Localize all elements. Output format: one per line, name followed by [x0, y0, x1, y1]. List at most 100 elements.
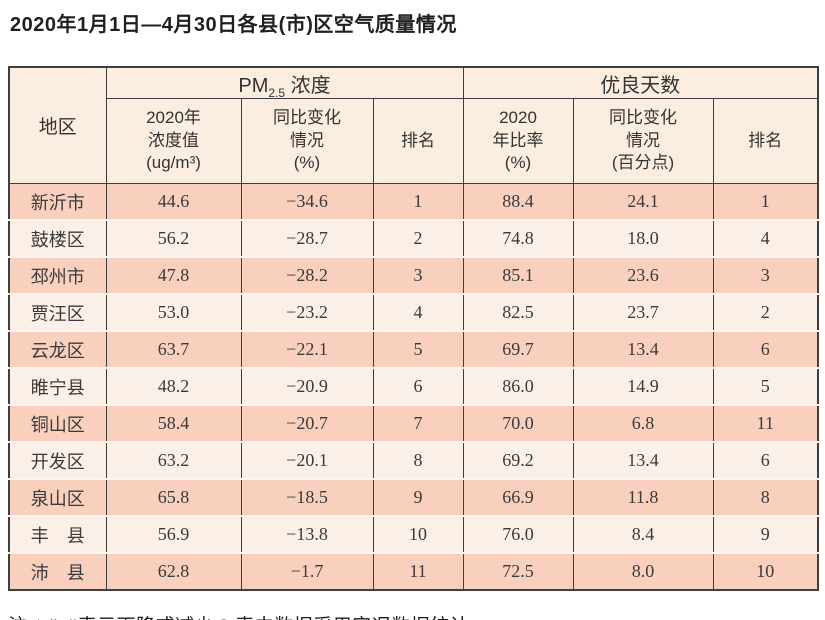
column-header-pm25-rank: 排名	[372, 98, 464, 184]
table-row: 新沂市 44.6 −34.6 1 88.4 24.1 1	[8, 183, 819, 220]
table-row: 睢宁县 48.2 −20.9 6 86.0 14.9 5	[8, 367, 819, 405]
pm25-label-prefix: PM	[238, 74, 269, 97]
value-cell: 88.4	[462, 183, 574, 220]
pm25-label-subscript: 2.5	[268, 85, 286, 100]
value-cell: 9	[712, 515, 819, 553]
value-cell: −34.6	[240, 183, 374, 220]
value-cell: 9	[372, 478, 464, 516]
value-cell: −28.7	[240, 219, 374, 257]
column-header-goodday-ratio: 2020 年比率 (%)	[462, 98, 574, 184]
value-cell: 5	[712, 367, 819, 405]
value-cell: −1.7	[240, 552, 374, 590]
group-header-row: 地区 PM2.5 浓度 优良天数	[8, 66, 819, 184]
region-cell: 泉山区	[8, 478, 107, 516]
value-cell: 23.7	[572, 293, 714, 331]
table-row: 邳州市 47.8 −28.2 3 85.1 23.6 3	[8, 256, 819, 294]
region-cell: 开发区	[8, 441, 107, 479]
value-cell: 6	[712, 330, 819, 368]
value-cell: 70.0	[462, 404, 574, 442]
value-cell: 69.7	[462, 330, 574, 368]
value-cell: −23.2	[240, 293, 374, 331]
table-row: 铜山区 58.4 −20.7 7 70.0 6.8 11	[8, 404, 819, 442]
value-cell: 62.8	[105, 552, 242, 590]
table-row: 贾汪区 53.0 −23.2 4 82.5 23.7 2	[8, 293, 819, 331]
value-cell: 82.5	[462, 293, 574, 331]
value-cell: 72.5	[462, 552, 574, 590]
value-cell: −18.5	[240, 478, 374, 516]
column-header-region: 地区	[8, 66, 107, 184]
value-cell: 11	[372, 552, 464, 590]
table-row: 鼓楼区 56.2 −28.7 2 74.8 18.0 4	[8, 219, 819, 257]
value-cell: 8	[372, 441, 464, 479]
value-cell: 2	[712, 293, 819, 331]
value-cell: 66.9	[462, 478, 574, 516]
value-cell: −13.8	[240, 515, 374, 553]
table-row: 云龙区 63.7 −22.1 5 69.7 13.4 6	[8, 330, 819, 368]
value-cell: 18.0	[572, 219, 714, 257]
column-header-pm25-value: 2020年 浓度值 (ug/m³)	[105, 98, 242, 184]
value-cell: 6	[712, 441, 819, 479]
value-cell: 8.0	[572, 552, 714, 590]
value-cell: 3	[372, 256, 464, 294]
value-cell: 86.0	[462, 367, 574, 405]
value-cell: 85.1	[462, 256, 574, 294]
value-cell: 23.6	[572, 256, 714, 294]
value-cell: 63.7	[105, 330, 242, 368]
value-cell: 1	[712, 183, 819, 220]
value-cell: 10	[372, 515, 464, 553]
value-cell: 7	[372, 404, 464, 442]
pm25-label-suffix: 浓度	[285, 74, 331, 97]
value-cell: 24.1	[572, 183, 714, 220]
region-cell: 贾汪区	[8, 293, 107, 331]
page-title: 2020年1月1日—4月30日各县(市)区空气质量情况	[10, 14, 457, 36]
value-cell: 4	[372, 293, 464, 331]
region-cell: 睢宁县	[8, 367, 107, 405]
table-row: 沛 县 62.8 −1.7 11 72.5 8.0 10	[8, 552, 819, 590]
table-header: 地区 PM2.5 浓度 优良天数 2020年 浓度值 (ug/m³) 同比变化 …	[8, 66, 819, 184]
table-body: 新沂市 44.6 −34.6 1 88.4 24.1 1 鼓楼区 56.2 −28.7 2 74.8 1…	[8, 183, 819, 590]
value-cell: 74.8	[462, 219, 574, 257]
value-cell: 63.2	[105, 441, 242, 479]
value-cell: 13.4	[572, 330, 714, 368]
value-cell: 14.9	[572, 367, 714, 405]
value-cell: 3	[712, 256, 819, 294]
region-cell: 丰 县	[8, 515, 107, 553]
air-quality-table: 地区 PM2.5 浓度 优良天数 2020年 浓度值 (ug/m³) 同比变化 …	[8, 66, 820, 591]
value-cell: −28.2	[240, 256, 374, 294]
column-header-goodday-rank: 排名	[712, 98, 819, 184]
value-cell: 48.2	[105, 367, 242, 405]
footnote: 注:1.“−”表示下降或减少;2.表中数据采用实况数据统计。	[8, 611, 825, 620]
value-cell: 4	[712, 219, 819, 257]
value-cell: 8	[712, 478, 819, 516]
value-cell: 10	[712, 552, 819, 590]
region-cell: 云龙区	[8, 330, 107, 368]
value-cell: 56.9	[105, 515, 242, 553]
value-cell: −20.1	[240, 441, 374, 479]
column-header-goodday-change: 同比变化 情况 (百分点)	[572, 98, 714, 184]
value-cell: 2	[372, 219, 464, 257]
group-header-good-days: 优良天数	[462, 66, 819, 99]
value-cell: 53.0	[105, 293, 242, 331]
region-cell: 鼓楼区	[8, 219, 107, 257]
value-cell: 47.8	[105, 256, 242, 294]
value-cell: 5	[372, 330, 464, 368]
region-cell: 沛 县	[8, 552, 107, 590]
table-row: 泉山区 65.8 −18.5 9 66.9 11.8 8	[8, 478, 819, 516]
value-cell: 1	[372, 183, 464, 220]
sub-header-row: 2020年 浓度值 (ug/m³) 同比变化 情况 (%) 排名 2020 年比…	[9, 98, 819, 184]
value-cell: −20.9	[240, 367, 374, 405]
value-cell: 69.2	[462, 441, 574, 479]
value-cell: −20.7	[240, 404, 374, 442]
region-cell: 新沂市	[8, 183, 107, 220]
table-row: 丰 县 56.9 −13.8 10 76.0 8.4 9	[8, 515, 819, 553]
value-cell: 11	[712, 404, 819, 442]
value-cell: 6	[372, 367, 464, 405]
value-cell: 58.4	[105, 404, 242, 442]
value-cell: 13.4	[572, 441, 714, 479]
group-header-pm25: PM2.5 浓度	[105, 66, 464, 100]
column-header-pm25-change: 同比变化 情况 (%)	[240, 98, 374, 184]
value-cell: 56.2	[105, 219, 242, 257]
page: 2020年1月1日—4月30日各县(市)区空气质量情况 地区 PM2.5 浓度 …	[0, 8, 825, 620]
value-cell: 8.4	[572, 515, 714, 553]
table-row: 开发区 63.2 −20.1 8 69.2 13.4 6	[8, 441, 819, 479]
